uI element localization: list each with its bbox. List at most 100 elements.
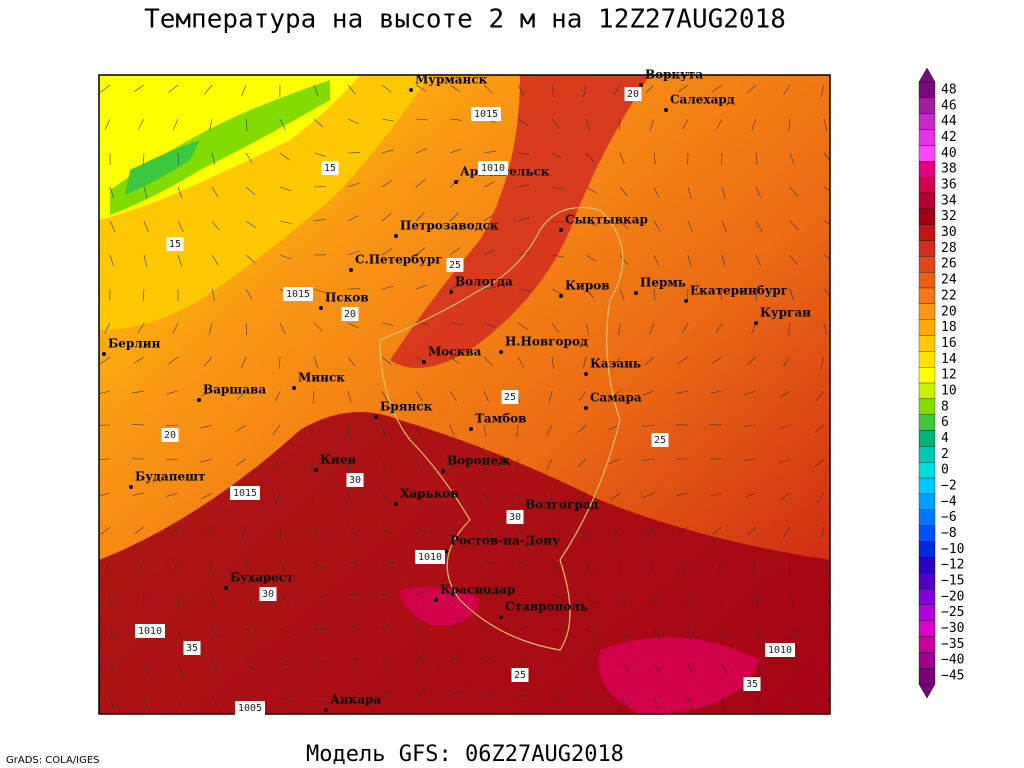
colorbar-label: −12 — [941, 558, 964, 573]
city-label: Самара — [590, 391, 642, 405]
colorbar-swatch — [918, 192, 936, 209]
wind-arrow — [789, 152, 795, 165]
wind-arrow — [245, 288, 253, 300]
wind-arrow — [517, 560, 529, 568]
wind-arrow — [168, 526, 179, 535]
wind-arrow — [381, 591, 394, 596]
wind-arrow — [823, 628, 830, 634]
wind-arrow — [619, 662, 629, 672]
city-label: Берлин — [108, 337, 161, 351]
wind-arrow — [821, 526, 825, 539]
wind-arrow — [517, 322, 529, 331]
city-dot — [292, 386, 296, 390]
wind-arrow — [517, 659, 530, 664]
colorbar-swatch — [918, 477, 936, 495]
wind-arrow — [104, 322, 111, 334]
wind-arrow — [576, 424, 587, 434]
wind-arrow — [653, 254, 660, 267]
wind-arrow — [177, 628, 183, 641]
wind-arrow — [279, 628, 292, 634]
wind-arrow — [133, 356, 145, 364]
colorbar-label: −6 — [941, 510, 957, 525]
wind-arrow — [585, 696, 597, 704]
city-dot — [409, 88, 413, 92]
wind-arrow — [585, 254, 597, 262]
wind-arrow — [381, 424, 386, 437]
wind-arrow — [751, 118, 757, 131]
wind-arrow — [235, 458, 247, 466]
wind-arrow — [137, 118, 145, 130]
city-dot — [434, 598, 438, 602]
wind-arrow — [201, 492, 213, 500]
wind-arrow — [177, 696, 182, 709]
wind-arrow — [177, 662, 184, 674]
colorbar-swatch — [918, 81, 936, 99]
city-label: Киров — [565, 279, 610, 293]
wind-arrow — [313, 594, 326, 599]
wind-arrow — [415, 654, 425, 664]
wind-arrow — [99, 492, 111, 497]
wind-arrow — [645, 84, 655, 94]
wind-arrow — [211, 696, 219, 708]
wind-arrow — [517, 356, 524, 368]
model-footer: Модель GFS: 06Z27AUG2018 — [306, 742, 624, 767]
wind-arrow — [653, 628, 660, 640]
wind-arrow — [211, 594, 216, 607]
wind-arrow — [449, 212, 459, 222]
wind-arrow — [211, 288, 215, 301]
wind-arrow — [166, 458, 179, 461]
city-label: С.Петербург — [355, 253, 443, 267]
wind-arrow — [746, 356, 757, 366]
wind-arrow — [381, 390, 388, 402]
colorbar-swatch — [918, 367, 936, 384]
colorbar-swatch — [918, 398, 936, 415]
wind-arrow — [415, 390, 424, 402]
wind-arrow — [782, 356, 791, 368]
wind-arrow — [618, 118, 621, 131]
city-dot — [102, 352, 106, 356]
wind-arrow — [816, 492, 825, 503]
wind-arrow — [381, 492, 389, 504]
wind-arrow — [583, 84, 587, 97]
wind-arrow — [789, 220, 799, 230]
wind-arrow — [788, 118, 791, 131]
colorbar-swatch — [918, 604, 936, 621]
green-zone — [110, 80, 330, 215]
wind-arrow — [483, 390, 489, 403]
wind-arrow — [272, 424, 281, 435]
city-label: Мурманск — [415, 73, 488, 87]
city-dot — [664, 108, 668, 112]
wind-arrow — [814, 458, 825, 468]
wind-vectors — [99, 84, 830, 709]
colorbar-label: 44 — [941, 114, 957, 129]
wind-arrow — [687, 254, 692, 267]
city-label: Псков — [325, 291, 369, 305]
wind-arrow — [585, 628, 597, 636]
contour-label-box — [501, 390, 519, 404]
wind-arrow — [619, 254, 628, 265]
wind-arrow — [209, 560, 213, 573]
wind-arrow — [823, 322, 827, 335]
colorbar-swatch — [918, 145, 936, 162]
city-label: Сыктывкар — [565, 213, 648, 227]
wind-arrow — [172, 118, 179, 131]
wind-arrow — [279, 152, 290, 161]
contour-label: 25 — [654, 435, 666, 446]
wind-arrow — [823, 254, 830, 260]
wind-arrow — [746, 84, 757, 94]
wind-arrow — [143, 152, 145, 165]
wind-arrow — [279, 220, 292, 225]
wind-arrow — [549, 492, 553, 505]
city-dot — [319, 306, 323, 310]
colorbar-swatch — [918, 272, 936, 289]
colorbar-label: 20 — [941, 304, 957, 319]
contour-label-box — [259, 587, 277, 601]
contour-label-box — [235, 701, 265, 715]
wind-arrow — [483, 356, 493, 366]
wind-arrow — [381, 213, 392, 222]
city-dot — [584, 372, 588, 376]
wind-arrow — [789, 186, 798, 197]
wind-arrow — [585, 220, 598, 227]
wind-arrow — [143, 662, 149, 675]
wind-arrow — [347, 182, 360, 188]
